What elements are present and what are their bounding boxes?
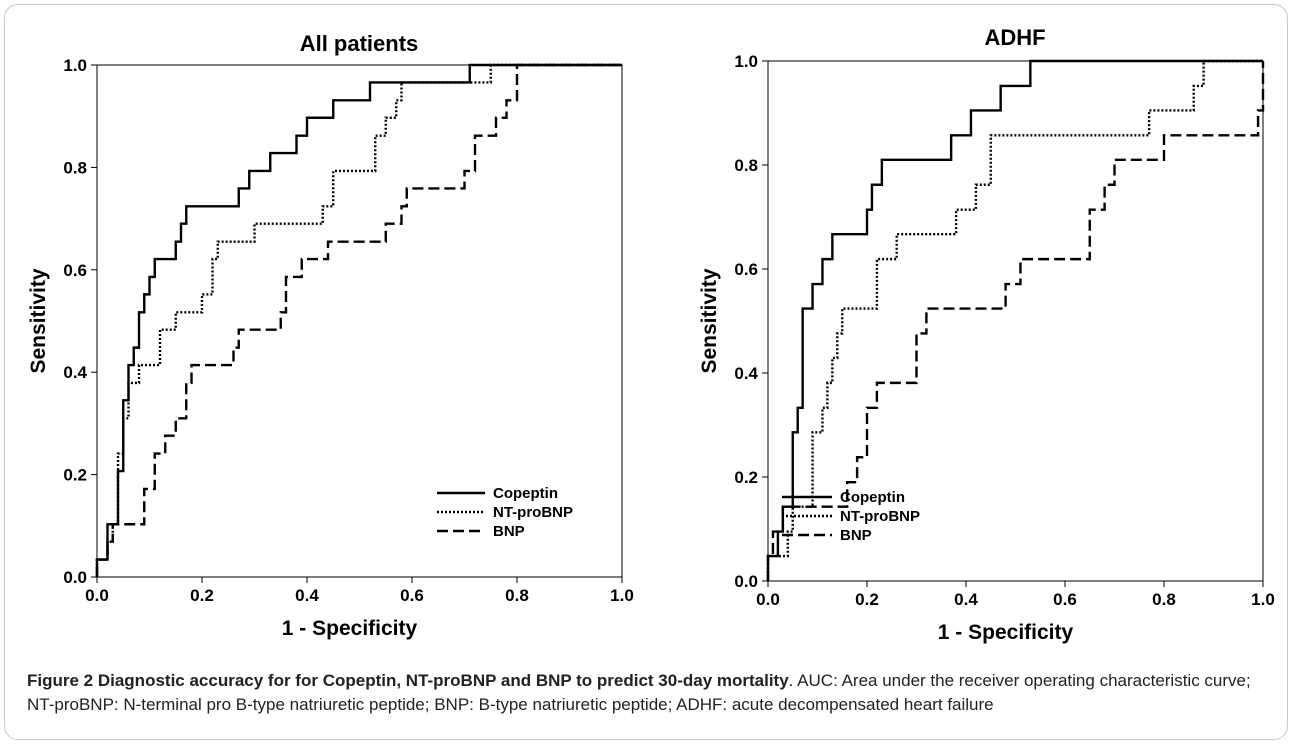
x-axis-label: 1 - Specificity [282,617,418,640]
y-tick-label: 0.8 [63,158,87,177]
legend-label: Copeptin [840,489,905,506]
figure-caption: Figure 2 Diagnostic accuracy for for Cop… [27,669,1277,717]
y-axis-label: Sensitivity [27,268,50,373]
y-tick-label: 0.4 [734,364,758,383]
chart-title: All patients [300,31,419,56]
legend-label: Copeptin [493,485,558,502]
chart-title: ADHF [984,25,1045,50]
series-line-copeptin [766,59,1263,581]
chart-2: ADHF 0.0 0.2 0.4 0.6 0.8 1.0 0.0 0.2 0.4 0.6 0.8 1.0… [698,25,1275,644]
y-tick-label: 0.0 [63,568,87,587]
series-line-copeptin [95,63,622,577]
series-line-bnp [766,61,1265,581]
x-tick-label: 0.6 [1053,590,1077,609]
x-tick-label: 1.0 [610,586,634,605]
legend-label: BNP [493,523,525,540]
series-line-nt-probnp [95,63,622,577]
series-line-bnp [95,63,622,577]
chart-1: All patients 0.0 0.2 0.4 0.6 0.8 1.0 0.0 0.2 0.4 0… [27,31,634,640]
x-tick-label: 0.4 [295,586,319,605]
y-tick-label: 1.0 [63,56,87,75]
legend-label: NT-proBNP [493,504,573,521]
x-tick-label: 0.2 [190,586,214,605]
x-tick-label: 0.2 [855,590,879,609]
plot-frame [96,64,623,578]
x-tick-label: 0.0 [85,586,109,605]
legend-label: BNP [840,527,872,544]
figure-canvas: All patients 0.0 0.2 0.4 0.6 0.8 1.0 0.0 0.2 0.4 0… [27,25,1275,644]
y-tick-label: 0.6 [63,261,87,280]
y-tick-label: 0.4 [63,363,87,382]
figure-frame: All patients 0.0 0.2 0.4 0.6 0.8 1.0 0.0 0.2 0.4 0… [4,4,1288,740]
y-tick-label: 0.8 [734,156,758,175]
x-tick-label: 1.0 [1251,590,1275,609]
x-axis-label: 1 - Specificity [938,621,1074,644]
caption-text: . AUC: Area under the receiver operating… [27,671,1251,714]
y-axis-label: Sensitivity [698,268,721,373]
x-tick-label: 0.8 [505,586,529,605]
y-tick-label: 1.0 [734,52,758,71]
x-tick-label: 0.0 [756,590,780,609]
x-tick-label: 0.4 [954,590,978,609]
y-tick-label: 0.2 [734,468,758,487]
y-tick-label: 0.0 [734,572,758,591]
plot-frame [767,60,1264,582]
y-tick-label: 0.6 [734,260,758,279]
x-tick-label: 0.8 [1152,590,1176,609]
y-tick-label: 0.2 [63,466,87,485]
x-tick-label: 0.6 [400,586,424,605]
legend-label: NT-proBNP [840,508,920,525]
caption-title: Figure 2 Diagnostic accuracy for for Cop… [27,671,789,690]
